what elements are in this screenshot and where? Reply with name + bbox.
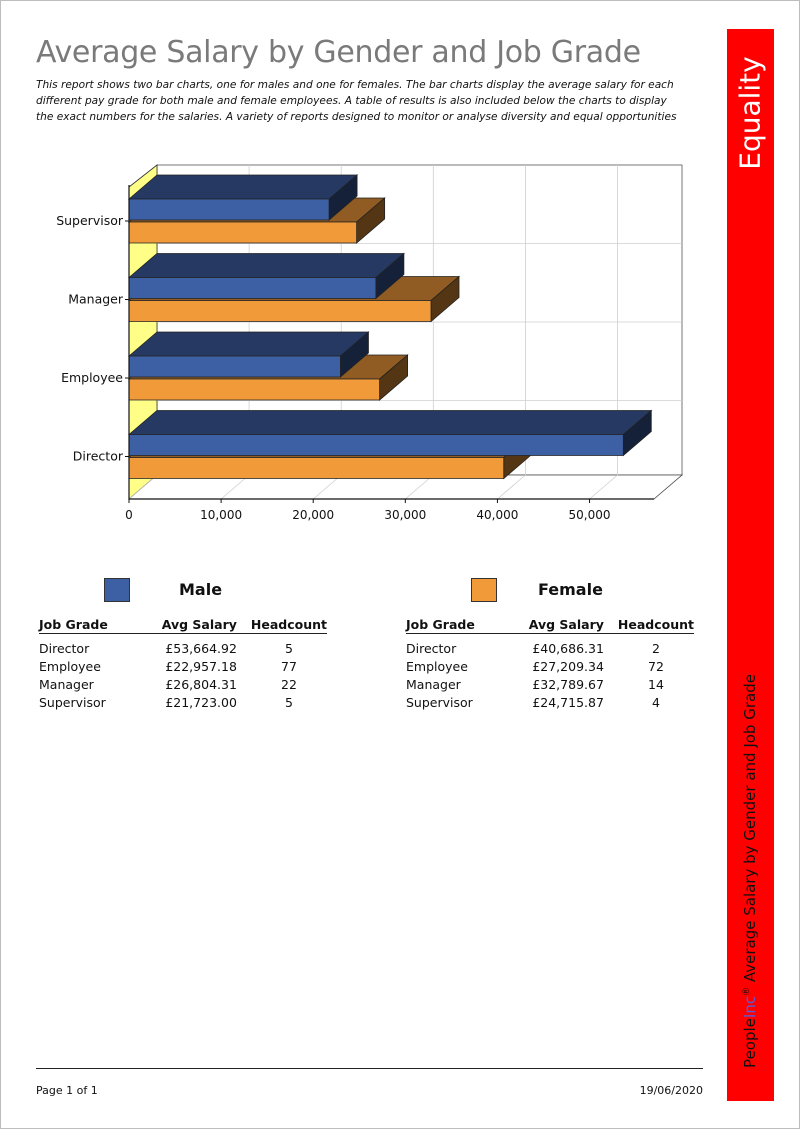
female-salary: £32,789.67 [532,676,604,692]
table-row: Director £53,664.92 5 [39,639,327,657]
male-col-headcount: Headcount [250,615,327,634]
female-salary-table: Job Grade Avg Salary Headcount Director … [406,615,694,711]
table-row: Supervisor £21,723.00 5 [39,693,327,711]
category-label: Equality [733,56,767,170]
table-row: Employee £27,209.34 72 [406,657,694,675]
male-headcount: 77 [281,658,297,674]
bar-male-director [127,409,653,457]
category-label: Employee [61,370,123,385]
table-row: Director £40,686.31 2 [406,639,694,657]
sidebar-report-name: Average Salary by Gender and Job Grade [741,674,759,983]
female-grade: Director [406,640,457,656]
brand-people: People [741,1018,759,1068]
chart-floor-gridline [220,474,250,500]
x-tick-label: 10,000 [200,508,242,522]
male-salary: £22,957.18 [165,658,237,674]
female-grade: Supervisor [406,694,473,710]
x-tick-label: 40,000 [476,508,518,522]
bar-male-supervisor [127,174,359,221]
male-salary: £21,723.00 [165,694,237,710]
legend-female-swatch [471,578,497,602]
table-row: Employee £22,957.18 77 [39,657,327,675]
page-number: Page 1 of 1 [36,1084,98,1097]
female-grade: Employee [406,658,468,674]
footer-divider [36,1068,703,1069]
male-grade: Employee [39,658,101,674]
x-tick-label: 30,000 [384,508,426,522]
chart-floor-gridline [405,474,434,500]
female-col-headcount: Headcount [617,615,694,634]
x-tick-label: 20,000 [292,508,334,522]
table-row: Supervisor £24,715.87 4 [406,693,694,711]
x-tick-label: 50,000 [569,508,611,522]
female-salary: £24,715.87 [532,694,604,710]
female-grade: Manager [406,676,461,692]
legend-male-swatch [104,578,130,602]
male-salary-table: Job Grade Avg Salary Headcount Director … [39,615,327,711]
category-label: Manager [68,292,124,307]
report-description: This report shows two bar charts, one fo… [36,79,677,123]
category-label: Supervisor [56,213,124,228]
male-col-salary: Avg Salary [152,615,251,634]
brand-inc: Inc [741,995,759,1019]
chart-floor-gridline [128,474,158,500]
male-headcount: 5 [284,694,293,710]
table-row: Manager £26,804.31 22 [39,675,327,693]
category-sidebar [727,29,774,1101]
male-headcount: 22 [281,676,297,692]
female-col-salary: Avg Salary [519,615,618,634]
brand-registered: ® [742,986,752,996]
female-salary: £40,686.31 [532,640,604,656]
male-salary: £53,664.92 [165,640,237,656]
report-date: 19/06/2020 [639,1084,703,1097]
male-headcount: 5 [284,640,293,656]
male-grade: Supervisor [39,694,106,710]
male-grade: Manager [39,676,94,692]
chart-floor-gridline [589,474,618,500]
female-headcount: 72 [648,658,664,674]
female-headcount: 4 [651,694,660,710]
category-label: Director [73,449,124,464]
chart-floor-gridline [497,474,526,500]
male-salary: £26,804.31 [165,676,237,692]
chart-floor-gridline [312,474,342,500]
female-col-grade: Job Grade [406,615,520,634]
sidebar-report-caption: PeopleInc® Average Salary by Gender and … [741,674,759,1068]
table-row: Manager £32,789.67 14 [406,675,694,693]
female-salary: £27,209.34 [532,658,604,674]
bar-male-manager [127,252,405,300]
male-grade: Director [39,640,90,656]
salary-bar-chart: Supervisor Manager Employee Director 0 10,000… [56,164,684,522]
bar-male-employee [127,331,370,378]
female-headcount: 14 [648,676,664,692]
legend-female-label: Female [538,580,603,599]
legend-male-label: Male [179,580,223,599]
report-title: Average Salary by Gender and Job Grade [36,35,641,70]
female-headcount: 2 [651,640,660,656]
male-col-grade: Job Grade [39,615,153,634]
x-tick-label: 0 [125,508,133,522]
